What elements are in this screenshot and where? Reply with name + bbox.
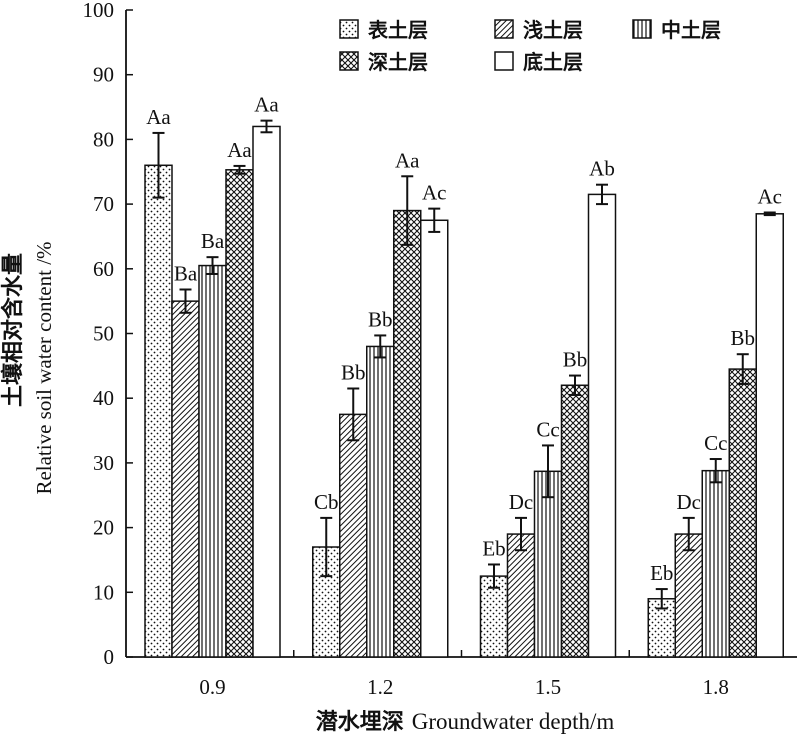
- bar: [560, 384, 590, 658]
- bar: [587, 193, 617, 658]
- data-label: Bb: [730, 326, 755, 350]
- x-axis-label: 潜水埋深 Groundwater depth/m: [316, 709, 615, 735]
- bar: [647, 598, 676, 658]
- legend-swatch: [494, 51, 514, 71]
- y-tick-label: 0: [104, 645, 115, 669]
- data-label: Bb: [341, 360, 366, 384]
- legend-swatch: [632, 19, 652, 39]
- x-tick-label: 1.2: [367, 675, 393, 699]
- bar: [506, 533, 536, 658]
- y-tick-label: 10: [93, 580, 114, 604]
- data-label: Cc: [704, 431, 727, 455]
- bar: [728, 368, 757, 658]
- y-axis-label-en: Relative soil water content /%: [32, 241, 56, 494]
- data-label: Cb: [314, 490, 339, 514]
- data-label: Ba: [174, 262, 198, 286]
- y-tick-label: 20: [93, 516, 114, 540]
- data-label: Ab: [589, 157, 615, 181]
- legend-label: 表土层: [368, 18, 428, 42]
- y-tick-label: 40: [93, 386, 114, 410]
- y-tick-label: 50: [93, 322, 114, 346]
- y-tick-label: 70: [93, 192, 114, 216]
- plot-axes: 0 10 20 30 40 50 60 70 80 90 100 0.9 1.2 1.5 1.8: [83, 0, 797, 699]
- data-label: Aa: [254, 93, 279, 117]
- data-label: Aa: [146, 105, 171, 129]
- data-label: Bb: [368, 307, 393, 331]
- data-label: Dc: [677, 490, 702, 514]
- legend-label: 深土层: [368, 50, 428, 74]
- y-tick-label: 30: [93, 451, 114, 475]
- legend-swatch: [339, 51, 359, 71]
- legend-label: 底土层: [523, 50, 583, 74]
- bar: [252, 125, 281, 658]
- y-tick-label: 60: [93, 257, 114, 281]
- bar: [420, 219, 449, 658]
- bar: [755, 213, 784, 658]
- bar: [533, 470, 563, 658]
- data-label: Aa: [227, 138, 252, 162]
- bar: [674, 533, 703, 658]
- bar: [393, 209, 422, 658]
- data-label: Eb: [650, 561, 673, 585]
- y-axis-label-cn: 土壤相对含水量: [0, 253, 26, 407]
- bar: [366, 345, 395, 658]
- bar: [144, 164, 173, 658]
- data-label: Bb: [563, 348, 588, 372]
- data-label: Ac: [422, 181, 447, 205]
- bar: [479, 575, 509, 658]
- y-tick-label: 80: [93, 127, 114, 151]
- bar: [339, 413, 368, 658]
- legend-label: 浅土层: [523, 18, 583, 42]
- x-tick-label: 1.8: [703, 675, 729, 699]
- data-label: Ba: [201, 229, 225, 253]
- x-tick-label: 1.5: [535, 675, 561, 699]
- bar: [701, 469, 730, 658]
- legend-swatch: [339, 19, 359, 39]
- legend-swatch: [494, 19, 514, 39]
- x-tick-label: 0.9: [199, 675, 225, 699]
- data-label: Ac: [758, 185, 783, 209]
- bar: [198, 264, 227, 658]
- data-label: Dc: [509, 490, 534, 514]
- data-label: Aa: [395, 148, 420, 172]
- legend-label: 中土层: [661, 18, 721, 42]
- y-tick-label: 90: [93, 63, 114, 87]
- data-label: Cc: [536, 417, 559, 441]
- bar: [225, 169, 254, 658]
- data-label: Eb: [482, 536, 505, 560]
- y-tick-label: 100: [83, 0, 115, 22]
- bar: [171, 300, 200, 658]
